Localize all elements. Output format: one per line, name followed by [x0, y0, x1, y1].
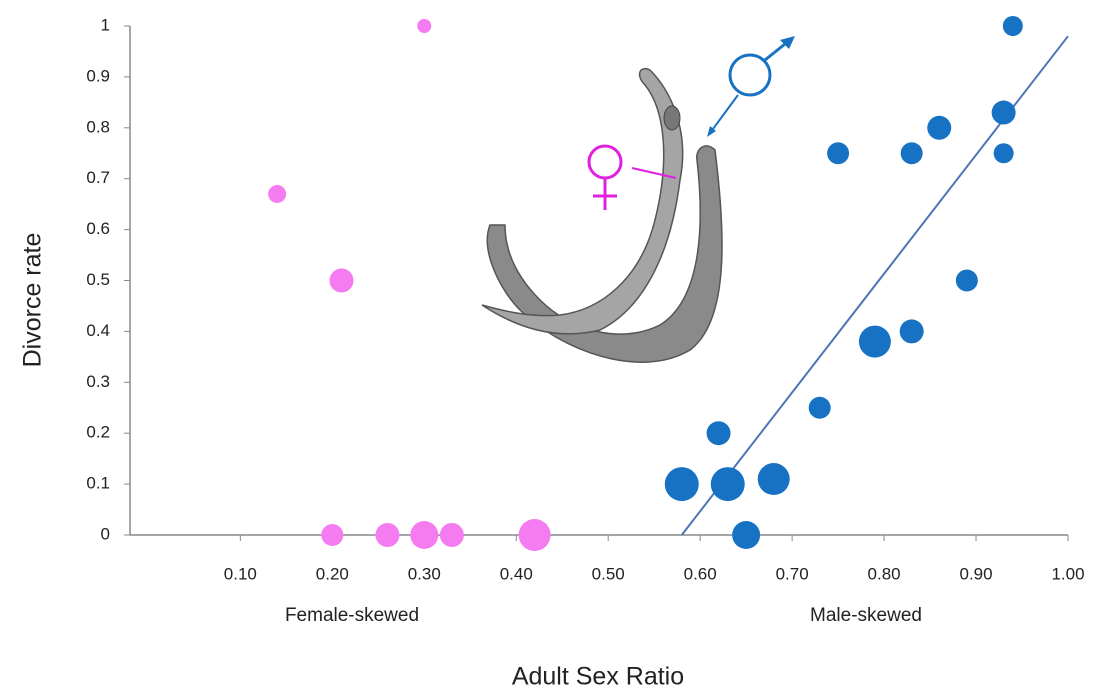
x-tick-label: 0.80	[868, 564, 901, 583]
worm-illustration	[481, 68, 723, 363]
x-axis-label: Adult Sex Ratio	[512, 663, 684, 691]
point	[900, 142, 923, 165]
point	[993, 143, 1014, 164]
point	[410, 521, 439, 549]
x-tick-label: 0.90	[959, 564, 992, 583]
annotation: Female-skewed	[285, 605, 419, 626]
point	[439, 523, 464, 547]
annotation: Male-skewed	[810, 605, 922, 626]
x-tick-label: 1.00	[1051, 564, 1084, 583]
x-tick-label: 0.30	[408, 564, 441, 583]
point	[757, 463, 790, 496]
y-tick-label: 0.3	[86, 372, 110, 391]
point	[808, 396, 831, 419]
point	[268, 184, 287, 203]
x-tick-label: 0.70	[776, 564, 809, 583]
y-tick-label: 1	[101, 15, 110, 34]
point	[858, 325, 891, 358]
point	[321, 524, 344, 546]
point	[375, 523, 400, 547]
point	[1002, 16, 1023, 36]
point	[706, 421, 731, 446]
x-tick-label: 0.40	[500, 564, 533, 583]
y-tick-label: 0.4	[86, 321, 110, 340]
x-tick-label: 0.10	[224, 564, 257, 583]
y-tick-label: 0.8	[86, 117, 110, 136]
y-tick-label: 0.5	[86, 270, 110, 289]
y-tick-label: 0.6	[86, 219, 110, 238]
y-tick-label: 0.9	[86, 66, 110, 85]
y-tick-label: 0.2	[86, 423, 110, 442]
point	[991, 100, 1016, 125]
y-tick-label: 0.1	[86, 474, 110, 493]
sex-symbols	[587, 36, 795, 210]
point	[732, 521, 761, 549]
point	[710, 467, 745, 502]
y-tick-label: 0.7	[86, 168, 110, 187]
point	[417, 19, 432, 33]
point	[664, 467, 699, 502]
point	[329, 268, 354, 293]
x-tick-label: 0.50	[592, 564, 625, 583]
point	[827, 142, 850, 165]
y-axis-label: Divorce rate	[19, 233, 47, 368]
x-tick-label: 0.20	[316, 564, 349, 583]
point	[518, 519, 551, 551]
point	[955, 269, 978, 292]
point	[927, 115, 952, 140]
x-tick-label: 0.60	[684, 564, 717, 583]
y-tick-label: 0	[101, 524, 110, 543]
point	[899, 319, 924, 344]
